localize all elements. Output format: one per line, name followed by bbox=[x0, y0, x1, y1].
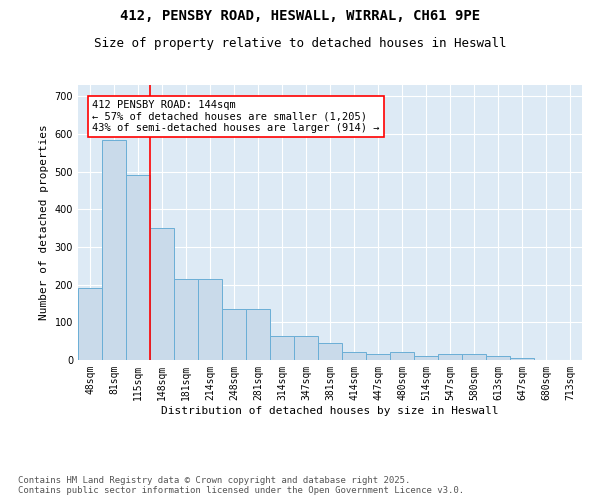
Bar bbox=[102, 140, 126, 360]
Bar bbox=[198, 279, 222, 360]
Bar bbox=[270, 336, 294, 360]
Bar bbox=[318, 343, 342, 360]
Bar bbox=[150, 228, 174, 360]
Bar bbox=[78, 288, 102, 360]
Text: Size of property relative to detached houses in Heswall: Size of property relative to detached ho… bbox=[94, 38, 506, 51]
Bar bbox=[414, 356, 438, 360]
Bar bbox=[246, 309, 270, 360]
Bar bbox=[366, 354, 390, 360]
Text: 412, PENSBY ROAD, HESWALL, WIRRAL, CH61 9PE: 412, PENSBY ROAD, HESWALL, WIRRAL, CH61 … bbox=[120, 9, 480, 23]
Bar bbox=[342, 352, 366, 360]
Bar bbox=[174, 279, 198, 360]
Bar bbox=[486, 356, 510, 360]
Bar bbox=[390, 352, 414, 360]
X-axis label: Distribution of detached houses by size in Heswall: Distribution of detached houses by size … bbox=[161, 406, 499, 415]
Bar bbox=[126, 176, 150, 360]
Text: 412 PENSBY ROAD: 144sqm
← 57% of detached houses are smaller (1,205)
43% of semi: 412 PENSBY ROAD: 144sqm ← 57% of detache… bbox=[92, 100, 380, 134]
Bar bbox=[438, 354, 462, 360]
Bar bbox=[510, 358, 534, 360]
Bar bbox=[462, 354, 486, 360]
Text: Contains HM Land Registry data © Crown copyright and database right 2025.
Contai: Contains HM Land Registry data © Crown c… bbox=[18, 476, 464, 495]
Y-axis label: Number of detached properties: Number of detached properties bbox=[39, 124, 49, 320]
Bar bbox=[222, 309, 246, 360]
Bar bbox=[294, 336, 318, 360]
